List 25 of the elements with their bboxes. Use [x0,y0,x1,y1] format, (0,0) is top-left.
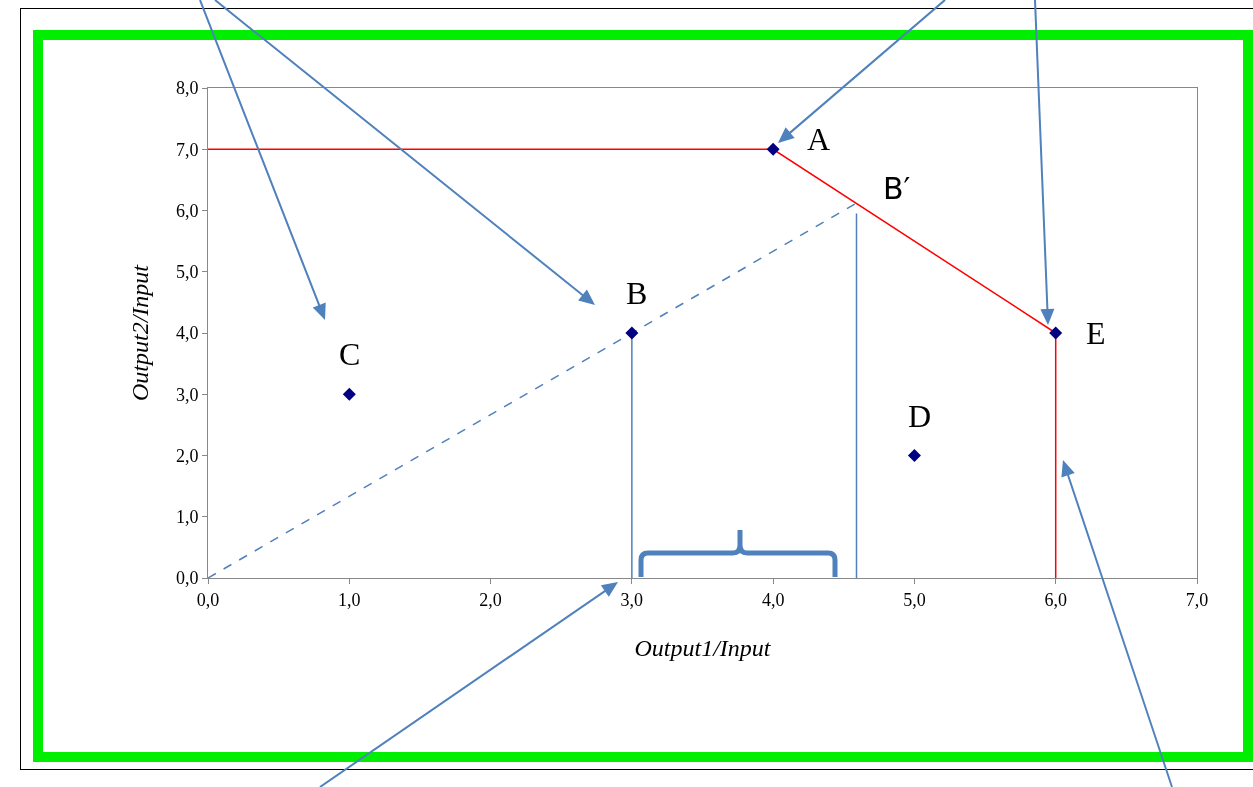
x-axis-title: Output1/Input [634,634,772,661]
y-axis-title: Output2/Input [127,263,153,401]
y-tick-label: 3,0 [175,384,199,405]
x-tick-label: 5,0 [903,589,926,610]
x-tick-label: 1,0 [338,589,361,610]
annotation: E [1086,315,1106,351]
x-tick-label: 0,0 [196,589,220,610]
x-tick-label: 6,0 [1044,589,1067,610]
x-tick-label: 2,0 [479,589,502,610]
y-tick-label: 1,0 [175,507,199,528]
y-tick-label: 6,0 [175,200,199,221]
y-tick-label: 7,0 [175,139,199,160]
annotation: B [626,275,648,311]
annotation: B′ [883,171,911,206]
x-tick-label: 3,0 [620,589,644,610]
y-tick-label: 4,0 [175,323,199,344]
x-tick-label: 4,0 [761,589,785,610]
annotation: C [339,336,361,372]
x-tick-label: 7,0 [1185,589,1209,610]
y-tick-label: 8,0 [175,78,199,99]
y-tick-label: 0,0 [175,568,199,589]
annotation: A [807,121,831,157]
annotation: D [908,398,932,434]
y-tick-label: 2,0 [175,445,199,466]
y-tick-label: 5,0 [175,262,199,283]
